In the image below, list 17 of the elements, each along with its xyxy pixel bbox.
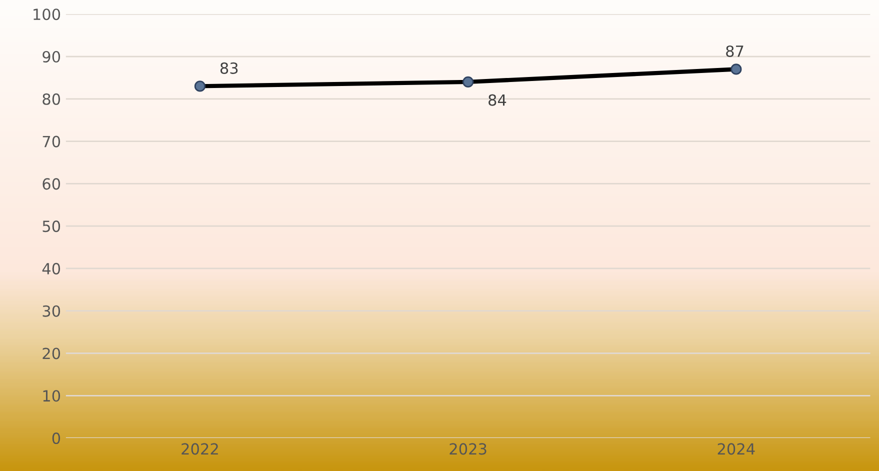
- y-tick-label: 90: [42, 50, 60, 63]
- y-tick-label: 80: [42, 93, 60, 105]
- y-tick-label: 70: [42, 136, 60, 148]
- y-tick-label: 40: [42, 262, 60, 274]
- y-tick-label: 0: [52, 432, 60, 444]
- x-tick-label: 2023: [450, 443, 486, 455]
- y-tick-label: 20: [42, 348, 60, 360]
- x-tick-label: 2024: [718, 443, 755, 455]
- data-label: 84: [488, 94, 506, 106]
- data-label: 87: [726, 45, 744, 58]
- y-tick-label: 60: [42, 178, 60, 190]
- y-tick-label: 100: [34, 8, 60, 20]
- y-tick-label: 50: [42, 220, 60, 232]
- data-label: 83: [220, 62, 238, 74]
- y-tick-label: 10: [43, 390, 60, 402]
- x-tick-label: 2022: [182, 443, 218, 455]
- y-tick-label: 30: [42, 305, 60, 317]
